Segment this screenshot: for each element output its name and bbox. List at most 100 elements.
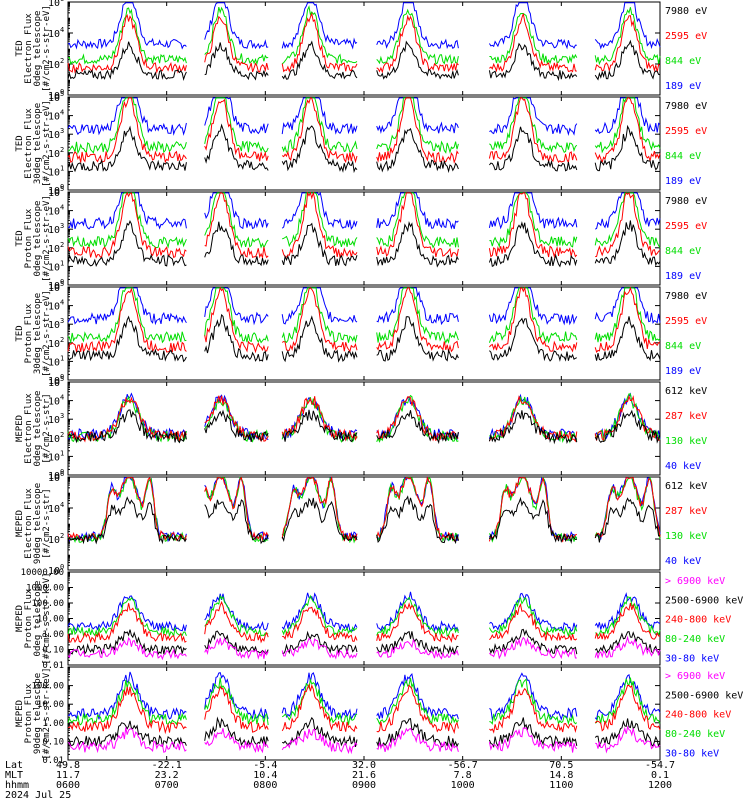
y-tick-label: 106 — [48, 470, 64, 484]
lat-value: 70.5 — [549, 760, 573, 771]
y-axis-label: MEPED — [15, 415, 25, 442]
legend-entry: 130 keV — [665, 531, 707, 542]
series-line — [67, 495, 660, 545]
legend-entry: 844 eV — [665, 56, 701, 67]
mlt-value: 0.1 — [651, 770, 669, 781]
legend-entry: 287 keV — [665, 506, 707, 517]
hhmm-value: 1200 — [648, 780, 672, 791]
y-axis-label: Electron Flux — [24, 488, 34, 559]
panel-frame — [67, 191, 661, 286]
legend-entry: 240-800 keV — [665, 710, 731, 721]
lat-value: 49.8 — [56, 760, 80, 771]
hhmm-value: 0800 — [253, 780, 277, 791]
panel-1 — [67, 1, 661, 96]
mlt-value: 10.4 — [253, 770, 277, 781]
panel-frame — [67, 571, 661, 666]
y-tick-label: 100.00 — [31, 682, 64, 692]
y-axis-label: 0deg telescope — [33, 581, 43, 657]
mlt-value: 23.2 — [155, 770, 179, 781]
mlt-value: 21.6 — [352, 770, 376, 781]
y-axis-label: [#/cm2-s-str-keV] — [42, 572, 52, 664]
series-line — [67, 683, 661, 735]
y-tick-label: 0.01 — [42, 661, 64, 671]
series-line — [67, 2, 661, 50]
legend-entry: 287 keV — [665, 411, 707, 422]
lat-value: -54.7 — [645, 760, 675, 771]
y-axis-label: [#/cm2-s-str-eV] — [42, 195, 52, 282]
legend-entry: 844 eV — [665, 246, 701, 257]
legend-entry: 612 keV — [665, 386, 707, 397]
y-axis-label: Proton Flux — [24, 588, 34, 648]
y-axis-label: [#/cm2-s-str] — [42, 488, 52, 558]
series-line — [67, 190, 661, 260]
x-axis-row-label: hhmm — [5, 780, 29, 791]
legend-entry: 2595 eV — [665, 31, 707, 42]
series-line — [67, 409, 661, 445]
y-axis-label: Proton Flux — [24, 303, 34, 363]
legend-entry: 2500-6900 keV — [665, 690, 743, 701]
series-line — [67, 475, 661, 543]
hhmm-value: 0900 — [352, 780, 376, 791]
panel-4 — [67, 286, 661, 381]
y-tick-label: 1000.00 — [26, 584, 64, 594]
series-line — [67, 671, 661, 721]
y-axis-label: Proton Flux — [24, 208, 34, 268]
legend-entry: 189 eV — [665, 81, 701, 92]
y-tick-label: 0.10 — [42, 646, 64, 656]
legend-entry: 2595 eV — [665, 221, 707, 232]
panel-6 — [67, 475, 661, 571]
legend-entry: 7980 eV — [665, 196, 707, 207]
y-tick-label: 100.00 — [31, 599, 64, 609]
y-axis-label: MEPED — [15, 605, 25, 632]
y-axis-label: MEPED — [15, 510, 25, 537]
series-line — [67, 628, 661, 656]
lat-value: -56.7 — [448, 760, 478, 771]
series-line — [67, 287, 661, 344]
series-line — [67, 725, 661, 755]
legend-entry: 7980 eV — [665, 101, 707, 112]
y-axis-label: [#/cm2-s-str-eV] — [42, 290, 52, 377]
series-line — [67, 475, 661, 543]
x-axis-row-label: MLT — [5, 770, 23, 781]
y-axis-label: [#/cm2-s-str] — [42, 393, 52, 463]
y-tick-label: 10000.00 — [21, 568, 64, 578]
legend-entry: 2500-6900 keV — [665, 595, 743, 606]
y-tick-label: 1.00 — [42, 630, 64, 640]
y-axis-label: 90deg telescope — [33, 483, 43, 564]
legend-entry: 30-80 keV — [665, 748, 719, 759]
legend-entry: 2595 eV — [665, 316, 707, 327]
mlt-value: 7.8 — [454, 770, 472, 781]
legend-entry: 7980 eV — [665, 291, 707, 302]
panel-5 — [67, 381, 661, 476]
panel-2 — [67, 96, 661, 191]
series-line — [67, 635, 661, 661]
legend-entry: 130 keV — [665, 436, 707, 447]
y-axis-label: [#/cm2-s-str-eV] — [42, 100, 52, 187]
mlt-value: 11.7 — [56, 770, 80, 781]
legend-entry: 40 keV — [665, 461, 701, 472]
y-tick-label: 10.00 — [37, 615, 64, 625]
series-line — [67, 219, 661, 268]
y-axis-label: TED — [15, 325, 25, 341]
y-axis-label: TED — [15, 230, 25, 246]
series-line — [67, 677, 661, 726]
series-line — [67, 313, 661, 363]
mlt-value: 14.8 — [549, 770, 573, 781]
series-line — [67, 5, 661, 66]
legend-entry: 80-240 keV — [665, 729, 725, 740]
y-axis-label: 0deg telescope — [33, 11, 43, 87]
legend-entry: 189 eV — [665, 271, 701, 282]
panel-8 — [67, 666, 661, 761]
y-axis-label: [#/cm2-s-str-eV] — [42, 5, 52, 92]
y-tick-label: 105 — [48, 375, 64, 389]
legend-entry: 80-240 keV — [665, 634, 725, 645]
legend-entry: > 6900 keV — [665, 671, 725, 682]
series-line — [67, 600, 661, 644]
y-axis-label: 30deg telescope — [33, 103, 43, 184]
x-axis-row-label: 2024 Jul 25 — [5, 790, 71, 800]
panel-3 — [67, 190, 661, 286]
panel-frame — [67, 381, 661, 476]
legend-entry: 30-80 keV — [665, 653, 719, 664]
legend-entry: 40 keV — [665, 556, 701, 567]
